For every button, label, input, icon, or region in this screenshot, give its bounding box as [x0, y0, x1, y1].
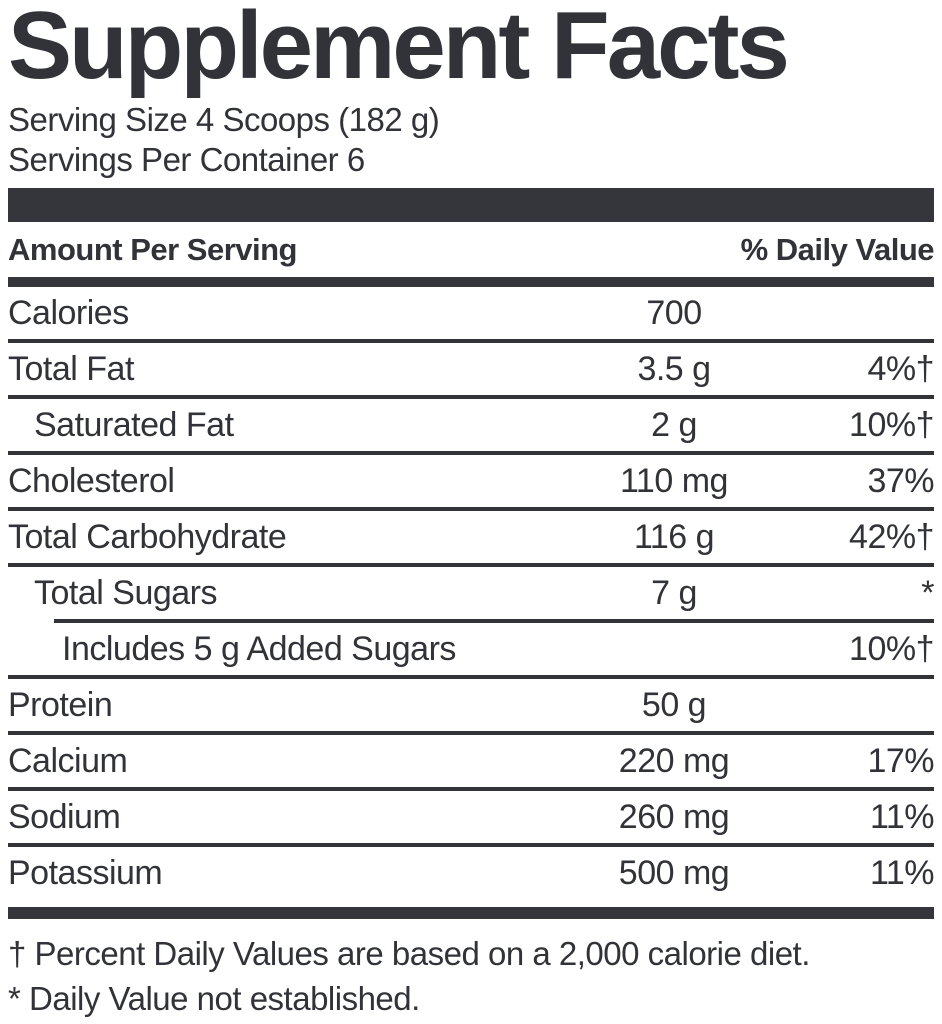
footnote-dagger: † Percent Daily Values are based on a 2,…: [8, 935, 810, 973]
nutrient-name: Total Sugars: [34, 574, 218, 613]
nutrient-daily-value: 37%: [867, 462, 934, 501]
nutrient-daily-value: 4%†: [867, 350, 934, 389]
nutrient-name: Sodium: [8, 798, 121, 837]
table-row: Sodium 260 mg 11%: [8, 791, 935, 843]
nutrient-name: Calories: [8, 294, 129, 333]
table-row: Cholesterol 110 mg 37%: [8, 455, 935, 507]
table-row: Total Carbohydrate 116 g 42%†: [8, 511, 935, 563]
nutrient-name: Protein: [8, 686, 113, 725]
nutrient-amount: 7 g: [651, 574, 697, 613]
nutrient-daily-value: 10%†: [849, 406, 934, 445]
table-row: Calories 700: [8, 287, 934, 339]
nutrient-name: Cholesterol: [8, 462, 175, 501]
serving-size-line: Serving Size 4 Scoops (182 g): [8, 101, 440, 139]
row-divider: [8, 843, 934, 848]
table-row: Total Sugars 7 g *: [8, 567, 935, 619]
nutrient-name: Potassium: [8, 854, 163, 893]
nutrient-amount: 220 mg: [618, 742, 730, 781]
nutrient-amount: 110 mg: [620, 462, 728, 501]
panel-title: Supplement Facts: [8, 0, 790, 99]
nutrient-amount: 260 mg: [618, 798, 730, 837]
nutrient-daily-value: 11%: [869, 798, 935, 837]
facts-table: Calories 700 Total Fat 3.5 g 4%† Saturated Fa…: [8, 287, 935, 899]
nutrient-daily-value: 17%: [867, 742, 934, 781]
bottom-thick-bar: [8, 907, 934, 920]
nutrient-amount: 3.5 g: [637, 350, 711, 389]
nutrient-amount: 2 g: [651, 406, 697, 445]
top-thick-bar: [8, 188, 934, 223]
row-divider: [8, 731, 934, 736]
nutrient-daily-value: 42%†: [849, 518, 934, 557]
nutrient-daily-value: 11%: [869, 854, 935, 893]
nutrient-name: Total Fat: [8, 350, 134, 389]
nutrient-amount: 500 mg: [618, 854, 730, 893]
amount-per-serving-header: Amount Per Serving: [8, 232, 298, 268]
table-row: Calcium 220 mg 17%: [8, 735, 935, 787]
nutrient-name: Includes 5 g Added Sugars: [62, 630, 456, 669]
row-divider: [8, 675, 934, 680]
row-divider: [54, 619, 934, 624]
nutrient-name: Total Carbohydrate: [8, 518, 287, 557]
row-divider: [8, 395, 934, 400]
table-row: Total Fat 3.5 g 4%†: [8, 343, 935, 395]
table-row: Saturated Fat 2 g 10%†: [8, 399, 935, 451]
nutrient-name: Calcium: [8, 742, 128, 781]
serving-info: Serving Size 4 Scoops (182 g) Servings P…: [8, 100, 934, 180]
nutrient-daily-value: 10%†: [849, 630, 934, 669]
header-bar: [8, 277, 934, 288]
row-divider: [8, 563, 934, 568]
nutrient-name: Saturated Fat: [34, 406, 234, 445]
row-divider: [8, 787, 934, 792]
nutrient-amount: 50 g: [641, 686, 707, 725]
nutrient-amount: 116 g: [633, 518, 715, 557]
nutrient-daily-value: *: [921, 574, 934, 613]
row-divider: [8, 451, 934, 456]
row-divider: [8, 507, 934, 512]
footnote-asterisk: * Daily Value not established.: [8, 980, 420, 1018]
footnotes: † Percent Daily Values are based on a 2,…: [8, 931, 934, 1021]
servings-per-container-line: Servings Per Container 6: [8, 141, 365, 179]
column-header-row: Amount Per Serving % Daily Value: [8, 222, 935, 277]
daily-value-header: % Daily Value: [740, 232, 935, 268]
table-row: Potassium 500 mg 11%: [8, 847, 935, 899]
table-row: Protein 50 g: [8, 679, 934, 731]
table-row: Includes 5 g Added Sugars 10%†: [8, 623, 935, 675]
nutrient-amount: 700: [646, 294, 702, 333]
row-divider: [8, 339, 934, 344]
